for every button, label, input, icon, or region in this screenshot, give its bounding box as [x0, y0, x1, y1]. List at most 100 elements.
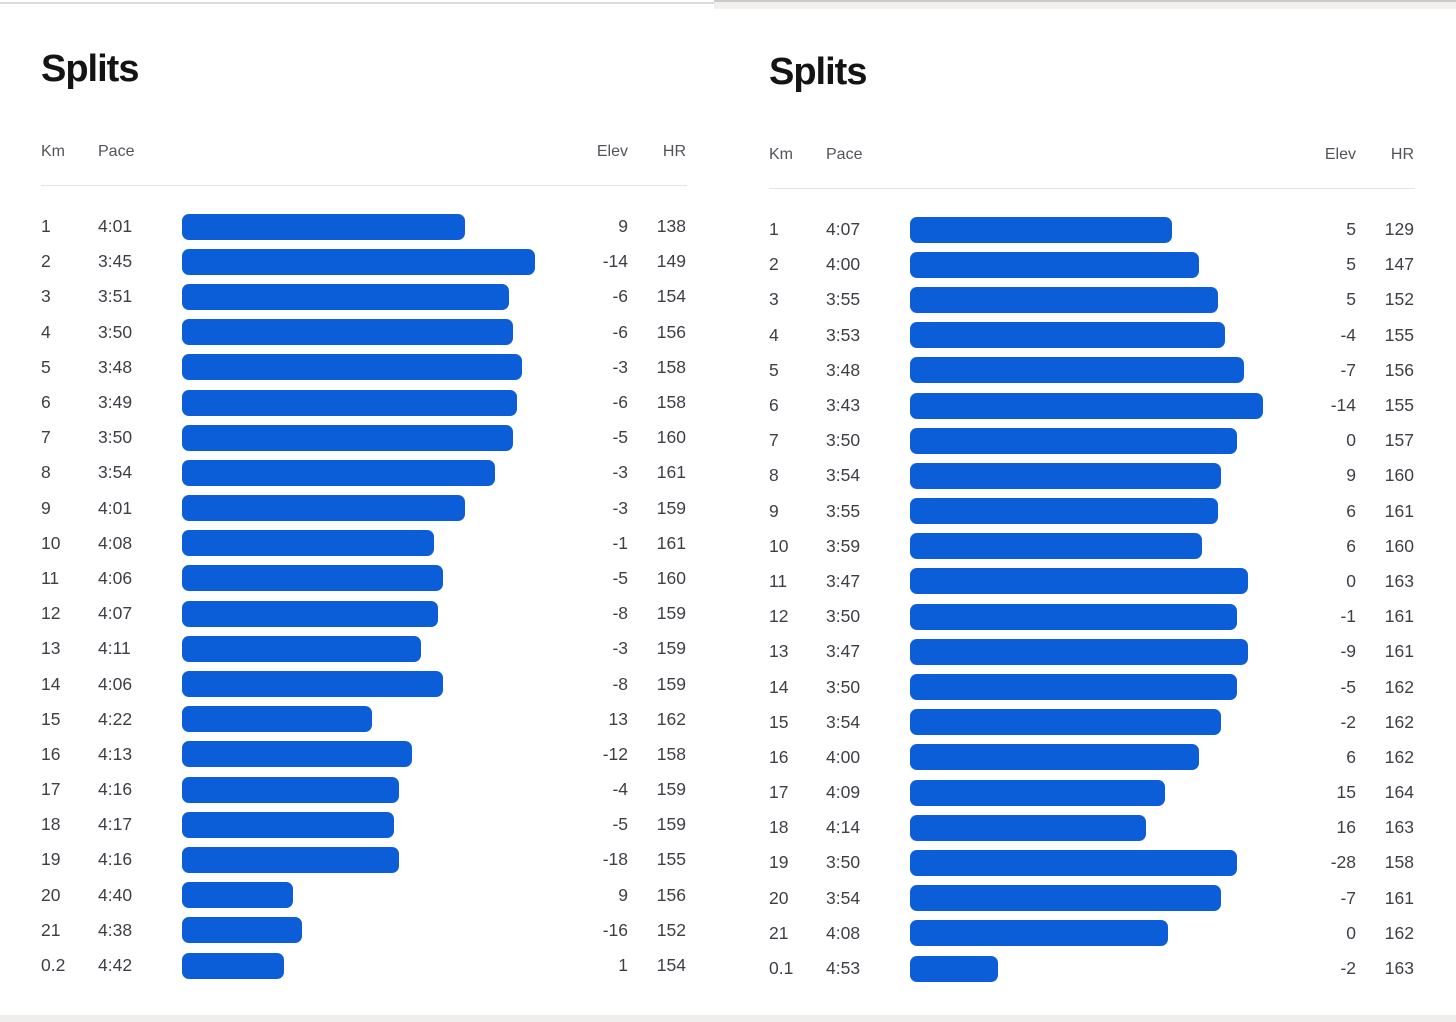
pace-cell: 4:11 [98, 638, 131, 659]
elev-cell: 6 [1346, 535, 1356, 556]
splits-rows: 1 4:07 5 129 2 4:00 5 147 3 3:55 5 152 4 3:53 -4 155 5 3:… [769, 212, 1456, 986]
pace-bar-track [182, 283, 535, 310]
split-row: 8 3:54 9 160 [769, 458, 1456, 493]
pace-bar-track [910, 286, 1263, 313]
km-cell: 13 [41, 638, 61, 659]
pace-cell: 3:49 [98, 392, 133, 413]
page-title: Splits [769, 51, 867, 93]
pace-bar-track [910, 885, 1263, 912]
pace-cell: 3:53 [826, 324, 861, 345]
pace-bar [182, 565, 443, 592]
hr-cell: 160 [656, 567, 686, 588]
pace-bar [910, 603, 1237, 630]
split-row: 12 3:50 -1 161 [769, 599, 1456, 634]
pace-bar-track [182, 811, 535, 838]
elev-cell: 1 [618, 955, 628, 976]
pace-bar [910, 849, 1237, 876]
pace-bar-track [910, 392, 1263, 419]
split-row: 11 4:06 -5 160 [41, 561, 728, 596]
split-row: 0.1 4:53 -2 163 [769, 951, 1456, 986]
pace-bar-track [910, 427, 1263, 454]
pace-cell: 4:17 [98, 814, 133, 835]
column-header-km: Km [41, 143, 65, 160]
hr-cell: 155 [1384, 324, 1414, 345]
km-cell: 7 [769, 430, 779, 451]
pace-cell: 3:47 [826, 570, 861, 591]
km-cell: 20 [769, 887, 789, 908]
km-cell: 12 [41, 603, 61, 624]
pace-bar-track [182, 952, 535, 979]
pace-bar [182, 776, 399, 803]
pace-bar-track [910, 322, 1263, 349]
splits-rows: 1 4:01 9 138 2 3:45 -14 149 3 3:51 -6 154 4 3:50 -6 156… [41, 209, 728, 983]
elev-cell: 5 [1346, 289, 1356, 310]
split-row: 1 4:07 5 129 [769, 212, 1456, 247]
hr-cell: 154 [656, 955, 686, 976]
screenshot-top-border-left [0, 2, 714, 4]
pace-cell: 4:09 [826, 782, 861, 803]
split-row: 9 4:01 -3 159 [41, 491, 728, 526]
pace-bar [182, 741, 412, 768]
pace-cell: 4:01 [98, 497, 133, 518]
split-row: 8 3:54 -3 161 [41, 455, 728, 490]
pace-bar [910, 885, 1221, 912]
pace-bar-track [182, 354, 535, 381]
pace-cell: 4:07 [826, 219, 861, 240]
elev-cell: 0 [1346, 922, 1356, 943]
hr-cell: 156 [1384, 359, 1414, 380]
km-cell: 14 [41, 673, 61, 694]
hr-cell: 154 [656, 286, 686, 307]
column-header-elev: Elev [596, 143, 628, 160]
elev-cell: 16 [1336, 817, 1356, 838]
splits-panel-left: Splits Km Pace Elev HR 1 4:01 9 138 2 3:45 -14… [41, 48, 728, 983]
pace-cell: 3:50 [826, 852, 861, 873]
elev-cell: 5 [1346, 219, 1356, 240]
hr-cell: 152 [1384, 289, 1414, 310]
screenshot-top-strip-right [714, 0, 1456, 9]
elev-cell: -12 [602, 743, 628, 764]
pace-bar-track [910, 216, 1263, 243]
km-cell: 3 [41, 286, 51, 307]
km-cell: 4 [41, 321, 51, 342]
split-row: 15 3:54 -2 162 [769, 705, 1456, 740]
screenshot-bottom-strip [0, 1015, 1456, 1022]
elev-cell: -4 [612, 779, 628, 800]
pace-bar [910, 920, 1168, 947]
header-divider [41, 185, 687, 186]
elev-cell: -4 [1340, 324, 1356, 345]
km-cell: 17 [769, 782, 789, 803]
split-row: 3 3:55 5 152 [769, 282, 1456, 317]
pace-bar [182, 424, 513, 451]
elev-cell: -9 [1340, 641, 1356, 662]
pace-cell: 3:54 [826, 711, 861, 732]
elev-cell: -1 [1340, 606, 1356, 627]
elev-cell: -5 [1340, 676, 1356, 697]
splits-panel-right: Splits Km Pace Elev HR 1 4:07 5 129 2 4:00 5 14… [728, 0, 1456, 1022]
km-cell: 8 [41, 462, 51, 483]
pace-bar-track [910, 638, 1263, 665]
elev-cell: -6 [612, 286, 628, 307]
pace-cell: 4:00 [826, 254, 861, 275]
hr-cell: 159 [656, 814, 686, 835]
split-row: 16 4:13 -12 158 [41, 737, 728, 772]
km-cell: 3 [769, 289, 779, 310]
elev-cell: -14 [602, 251, 628, 272]
pace-bar [910, 392, 1263, 419]
hr-cell: 155 [656, 849, 686, 870]
column-headers: Km Pace Elev HR [41, 143, 728, 161]
km-cell: 1 [41, 216, 51, 237]
split-row: 6 3:49 -6 158 [41, 385, 728, 420]
elev-cell: -1 [612, 532, 628, 553]
split-row: 5 3:48 -7 156 [769, 353, 1456, 388]
elev-cell: -5 [612, 567, 628, 588]
column-header-hr: HR [1390, 146, 1414, 163]
elev-cell: -3 [612, 497, 628, 518]
pace-cell: 3:51 [98, 286, 133, 307]
pace-bar-track [910, 744, 1263, 771]
pace-bar [182, 459, 495, 486]
column-header-elev: Elev [1324, 146, 1356, 163]
pace-cell: 4:13 [98, 743, 133, 764]
hr-cell: 158 [656, 743, 686, 764]
hr-cell: 160 [1384, 465, 1414, 486]
